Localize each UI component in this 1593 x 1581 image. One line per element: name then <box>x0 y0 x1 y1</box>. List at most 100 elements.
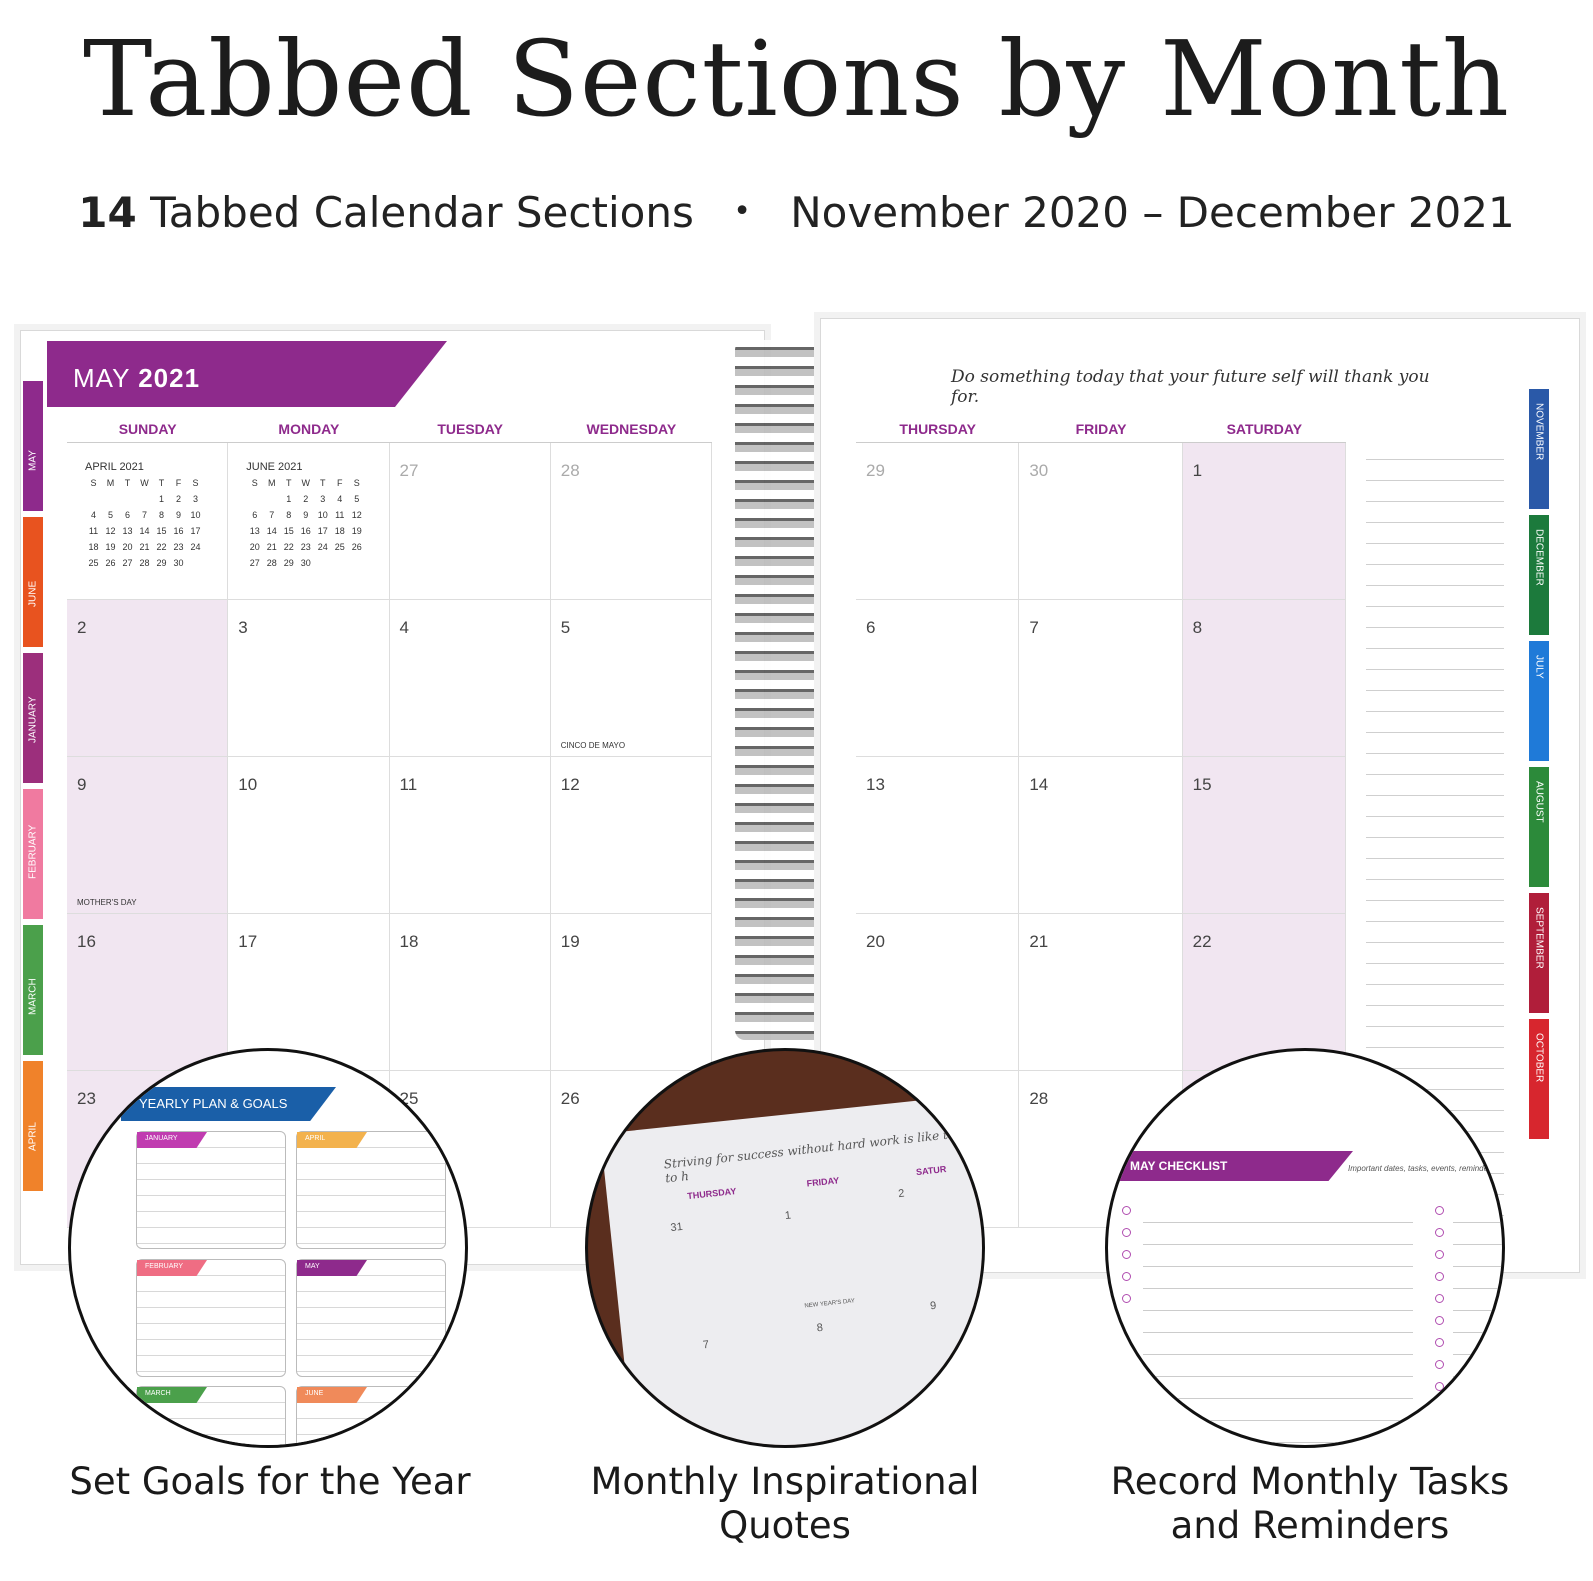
caption-quotes: Monthly Inspirational Quotes <box>590 1460 980 1547</box>
day-number: 15 <box>1192 775 1212 794</box>
mini-calendar-day: 27 <box>249 558 260 568</box>
mini-calendar-day <box>102 491 119 507</box>
mini-calendar-day: 29 <box>283 558 294 568</box>
mini-calendar-day: 19 <box>105 542 116 552</box>
day-number: 1 <box>1192 461 1203 480</box>
checklist-bubble <box>1435 1382 1444 1391</box>
zoomed-date: 2 <box>897 1187 905 1201</box>
section-count-text: Tabbed Calendar Sections <box>150 188 694 237</box>
checklist-bubble <box>1435 1338 1444 1347</box>
day-number: 10 <box>238 775 258 794</box>
mini-calendar-day: 1 <box>158 494 164 504</box>
checklist-line <box>1143 1289 1413 1311</box>
calendar-day-cell: 9 MOTHER'S DAY <box>67 757 229 914</box>
day-number: 13 <box>866 775 885 794</box>
day-number: 6 <box>866 618 876 637</box>
day-number: 18 <box>399 932 419 951</box>
mini-calendar-weekday: S <box>90 478 97 488</box>
zoomed-day-thursday: THURSDAY <box>686 1186 737 1202</box>
day-header: FRIDAY <box>1019 421 1183 443</box>
mini-calendar-day: 10 <box>190 510 201 520</box>
calendar-day-cell: 6 <box>856 600 1020 757</box>
day-number: 12 <box>560 775 580 794</box>
day-number: 28 <box>1029 1089 1049 1108</box>
checklist-note: Important dates, tasks, events, reminder… <box>1348 1164 1495 1173</box>
mini-calendar-day: 18 <box>334 526 345 536</box>
calendar-day-cell: 7 <box>1019 600 1183 757</box>
calendar-day-cell: 18 <box>389 914 551 1071</box>
mini-calendar-weekday: F <box>175 478 182 488</box>
mini-calendar-day: 1 <box>286 494 292 504</box>
zoomed-date: 7 <box>702 1338 710 1352</box>
calendar-day-cell: 1 <box>1182 443 1346 600</box>
checklist-banner: MAY CHECKLIST <box>1108 1151 1353 1181</box>
goal-card: JANUARY <box>136 1131 286 1249</box>
month-tab: FEBRUARY <box>23 789 43 919</box>
separator-dot: • <box>733 194 751 229</box>
goal-card: MARCH <box>136 1386 286 1445</box>
zoomed-date: 1 <box>784 1209 792 1223</box>
calendar-day-cell: 16 <box>67 914 229 1071</box>
day-number: 3 <box>238 618 248 637</box>
day-number: 8 <box>1192 618 1203 637</box>
checklist-line <box>1453 1377 1502 1399</box>
checklist-bubble <box>1435 1272 1444 1281</box>
month-tab: JUNE <box>23 517 43 647</box>
checklist-line <box>1453 1245 1502 1267</box>
mini-calendar-day: 15 <box>283 526 294 536</box>
calendar-day-cell: 19 <box>550 914 712 1071</box>
mini-calendar-day: 8 <box>286 510 292 520</box>
calendar-day-cell: 15 <box>1182 757 1346 914</box>
caption-tasks: Record Monthly Tasks and Reminders <box>1110 1460 1510 1547</box>
mini-calendar-day: 23 <box>300 542 311 552</box>
goal-card-month: FEBRUARY <box>137 1260 207 1276</box>
mini-calendar-day: 6 <box>252 510 258 520</box>
mini-calendar-day: 13 <box>122 526 133 536</box>
day-number: 9 <box>77 775 87 794</box>
day-number: 5 <box>560 618 571 637</box>
checklist-bubble <box>1435 1250 1444 1259</box>
checklist-line <box>1453 1201 1502 1223</box>
checklist-bubble <box>1122 1250 1131 1259</box>
mini-calendar-day: 4 <box>337 494 343 504</box>
mini-calendar-weekday: S <box>353 478 360 488</box>
checklist-line <box>1143 1399 1413 1421</box>
day-number: 4 <box>399 618 409 637</box>
mini-calendar-day: 16 <box>300 526 311 536</box>
day-number: 20 <box>866 932 885 951</box>
checklist-line <box>1143 1223 1413 1245</box>
holiday-note: MOTHER'S DAY <box>77 898 137 907</box>
checklist-line <box>1143 1333 1413 1355</box>
month-tab: JULY <box>1529 641 1549 761</box>
goal-card: FEBRUARY <box>136 1259 286 1377</box>
right-month-tabs: NOVEMBER DECEMBER JULY AUGUST SEPTEMBER OCTOB… <box>1529 389 1549 1145</box>
zoomed-day-friday: FRIDAY <box>806 1175 840 1189</box>
day-header: SUNDAY <box>67 421 229 443</box>
mini-calendar-day: 29 <box>156 558 167 568</box>
calendar-day-cell: JUNE 2021 S M T W T F S 1 2 3 4 5 6 7 8 9 10 11 12 13 14 15 16 1… <box>228 443 390 600</box>
day-number: 2 <box>77 618 87 637</box>
mini-calendar-day <box>136 491 153 507</box>
mini-calendar-day: 12 <box>351 510 362 520</box>
day-header: TUESDAY <box>389 421 551 443</box>
mini-calendar-weekday: W <box>140 478 149 488</box>
mini-calendar-day: 8 <box>158 510 164 520</box>
day-number: 26 <box>560 1089 580 1108</box>
checklist-line <box>1143 1245 1413 1267</box>
mini-calendar-weekday: W <box>301 478 311 488</box>
checklist-line <box>1143 1377 1413 1399</box>
calendar-day-cell: 14 <box>1019 757 1183 914</box>
mini-calendar-weekday: M <box>106 478 115 488</box>
month-name: MAY <box>73 363 130 393</box>
mini-calendar-day: 18 <box>88 542 99 552</box>
mini-calendar-day: 23 <box>173 542 184 552</box>
mini-calendar-day: 10 <box>317 510 328 520</box>
calendar-day-cell: 13 <box>856 757 1020 914</box>
caption-goals: Set Goals for the Year <box>69 1460 471 1503</box>
mini-calendar-weekday: F <box>337 478 343 488</box>
calendar-day-cell: 20 <box>856 914 1020 1071</box>
checklist-bubble <box>1435 1360 1444 1369</box>
day-number: 11 <box>399 775 418 794</box>
zoomed-date: 31 <box>669 1220 684 1235</box>
mini-calendar-grid: S M T W T F S 1 2 3 4 5 6 7 8 9 10 11 12 13 14 15 16 17 18 19 20 21… <box>85 475 227 571</box>
